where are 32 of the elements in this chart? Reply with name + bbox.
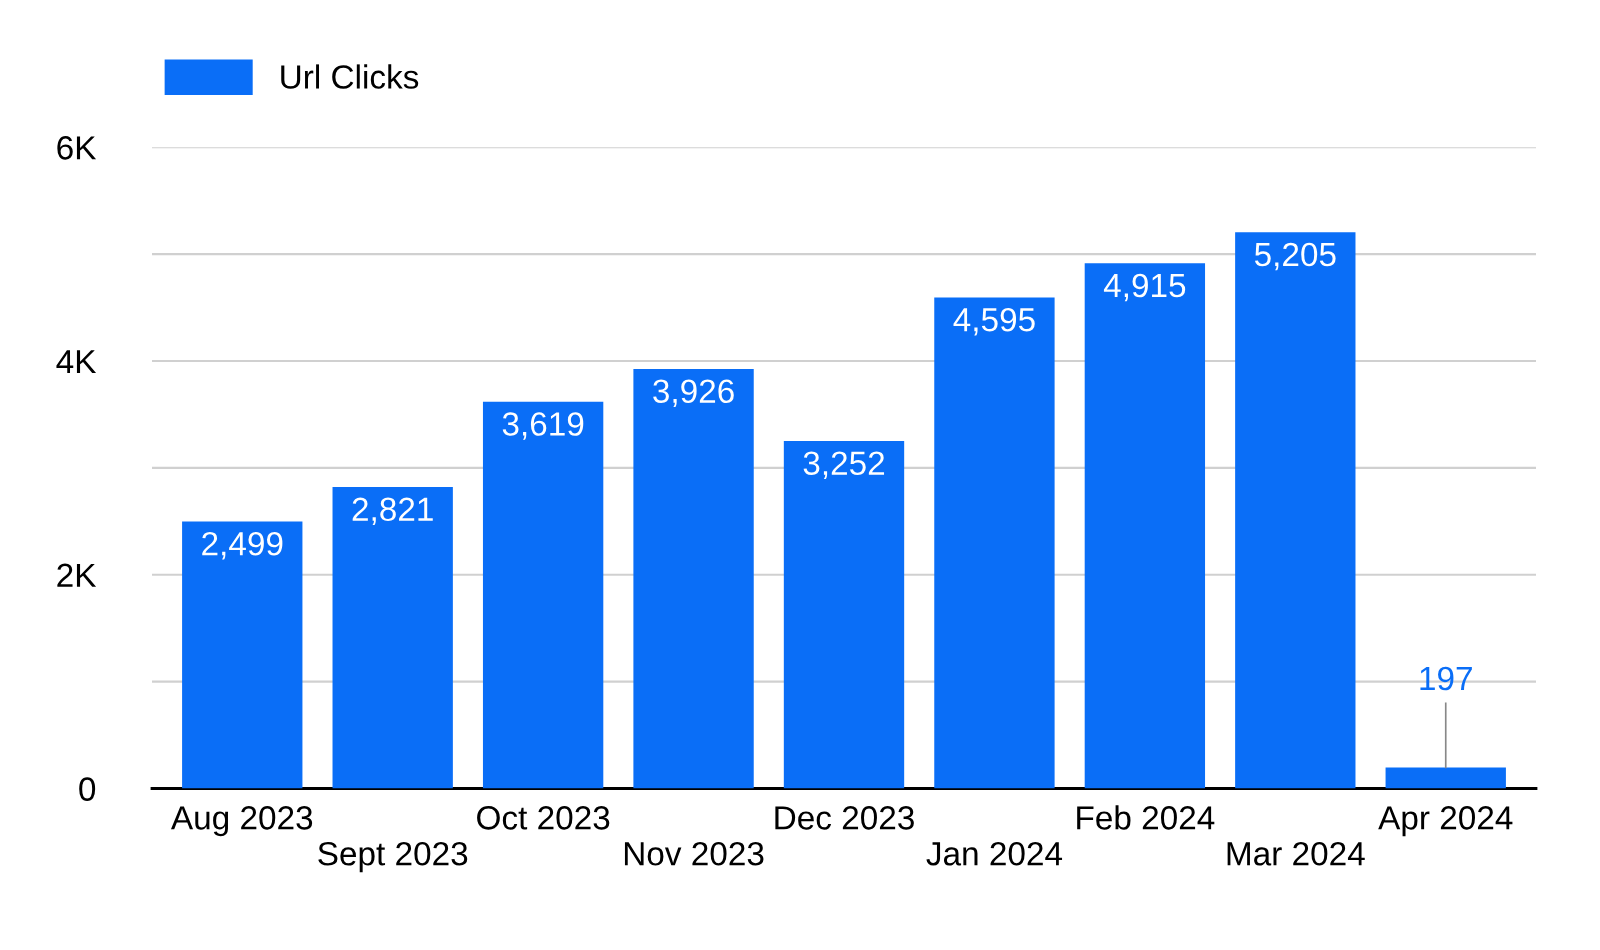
bar: [1235, 232, 1356, 789]
x-tick-label: Mar 2024: [1227, 841, 1365, 866]
bar: [182, 521, 303, 789]
x-tick-label: Aug 2023: [170, 806, 313, 837]
bar: [783, 440, 905, 789]
x-tick-label: Dec 2023: [775, 806, 914, 830]
y-tick-label: 2K: [57, 563, 97, 587]
bar: [934, 297, 1055, 789]
text: 4,915: [1103, 273, 1186, 302]
text: 3,926: [653, 379, 734, 407]
text: 4,595: [953, 307, 1035, 336]
text: 3,252: [803, 451, 885, 479]
bar: [332, 487, 453, 789]
bar: [1084, 263, 1206, 789]
bar: [1385, 767, 1506, 789]
y-tick-label: 6K: [57, 136, 97, 160]
text: 5,205: [1254, 242, 1336, 271]
y-tick-label: 4K: [56, 350, 97, 374]
y-tick-label: 0: [79, 777, 96, 801]
x-tick-label: Nov 2023: [624, 841, 764, 866]
x-tick-label: Apr 2024: [1378, 806, 1513, 837]
x-tick-label: Oct 2023: [477, 806, 610, 830]
text: 2,821: [352, 497, 433, 526]
text: 197: [1420, 666, 1472, 691]
bar: [482, 401, 604, 789]
text: 2,499: [202, 531, 283, 560]
bar: [633, 368, 754, 789]
x-tick-label: Sept 2023: [318, 841, 468, 873]
legend-label: Url Clicks: [281, 64, 419, 89]
x-tick-label: Feb 2024: [1077, 805, 1215, 830]
x-tick-label: Jan 2024: [926, 841, 1063, 866]
text: 3,619: [502, 412, 584, 440]
